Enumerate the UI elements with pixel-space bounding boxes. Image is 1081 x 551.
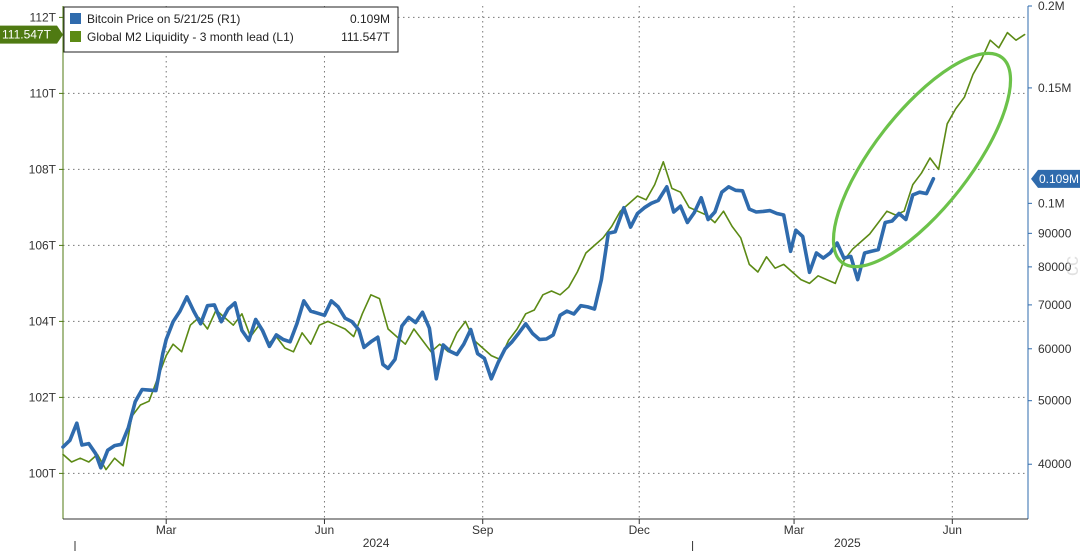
left-axis-tick-label: 100T xyxy=(29,466,57,480)
axes: 100T 102T 104T 106T 108T 110T 112T 40000 50000 60… xyxy=(29,0,1072,551)
left-last-value-pointer xyxy=(57,25,63,44)
svg-text:ↄↄ: ↄↄ xyxy=(1062,256,1081,276)
left-axis-tick-label: 112T xyxy=(30,10,57,24)
right-last-value-label: 0.109M xyxy=(1039,172,1079,186)
right-axis-tick-label: 0.2M xyxy=(1038,0,1065,13)
x-axis-tick-label: Jun xyxy=(315,523,334,537)
legend-box xyxy=(63,6,399,53)
year-label: 2024 xyxy=(363,536,390,550)
right-axis-tick-label: 80000 xyxy=(1038,260,1072,274)
right-axis-tick-label: 50000 xyxy=(1038,394,1072,408)
right-axis-tick-label: 90000 xyxy=(1038,226,1072,240)
left-last-value-badge xyxy=(0,25,57,44)
highlight-ellipse xyxy=(831,51,1013,269)
x-axis-tick-label: Dec xyxy=(629,523,650,537)
value-badges: 111.547T 0.109M xyxy=(0,25,1080,188)
legend-value: 111.547T xyxy=(341,30,391,44)
legend-swatch xyxy=(70,31,81,42)
legend-value: 0.109M xyxy=(350,12,390,26)
year-label: 2025 xyxy=(834,536,861,550)
left-axis-tick-label: 102T xyxy=(29,390,57,404)
right-axis-tick-label: 70000 xyxy=(1038,298,1072,312)
left-axis-tick-label: 104T xyxy=(29,314,57,328)
right-axis-tick-label: 0.15M xyxy=(1038,81,1071,95)
right-axis-tick-label: 60000 xyxy=(1038,342,1072,356)
x-axis-tick-label: Jun xyxy=(943,523,962,537)
right-axis-tick-label: 0.1M xyxy=(1038,196,1065,210)
left-axis-tick-label: 106T xyxy=(29,238,57,252)
x-axis-tick-label: Sep xyxy=(472,523,494,537)
left-axis-tick-label: 110T xyxy=(30,86,57,100)
left-last-value-label: 111.547T xyxy=(2,28,52,42)
series-line-m2 xyxy=(62,31,1026,471)
left-axis-tick-label: 108T xyxy=(29,162,57,176)
legend-label: Global M2 Liquidity - 3 month lead (L1) xyxy=(87,30,294,44)
series-layer xyxy=(61,31,1026,471)
right-axis-tick-label: 40000 xyxy=(1038,457,1072,471)
series-line-btc xyxy=(61,177,936,470)
watermark-logo: ↄↄ xyxy=(1062,256,1081,276)
legend-label: Bitcoin Price on 5/21/25 (R1) xyxy=(87,12,240,26)
legend-swatch xyxy=(70,13,81,24)
x-axis-tick-label: Mar xyxy=(156,523,177,537)
x-axis-tick-label: Mar xyxy=(784,523,805,537)
right-last-value-badge xyxy=(1031,169,1080,188)
legend: Bitcoin Price on 5/21/25 (R1) 0.109M Globa… xyxy=(63,6,399,53)
